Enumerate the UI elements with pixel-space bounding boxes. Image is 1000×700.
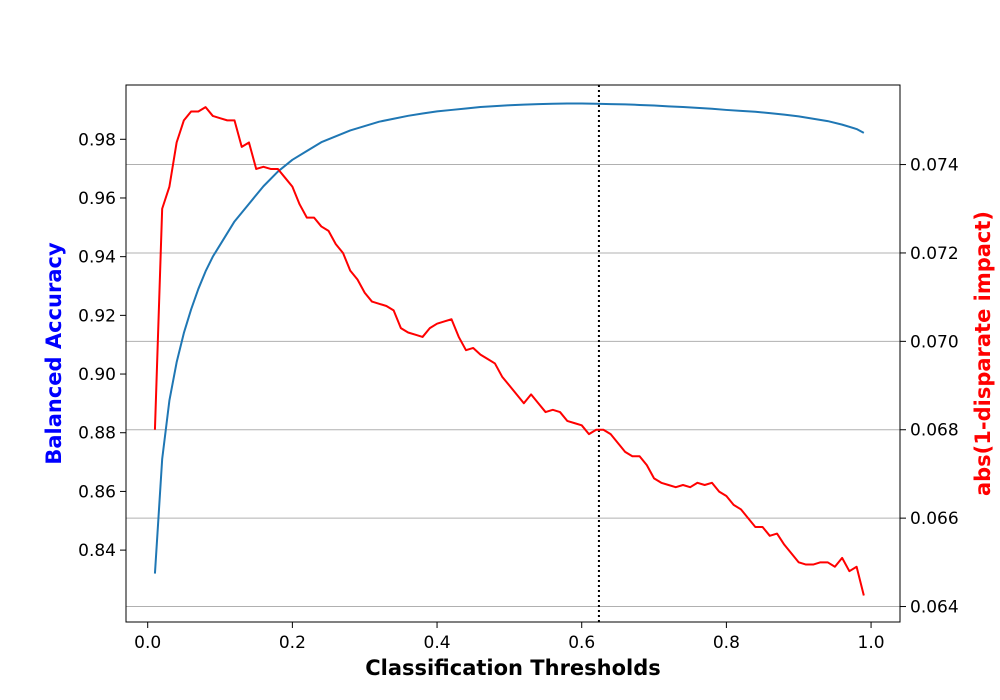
y-left-tick-label: 0.94	[78, 248, 116, 268]
x-tick-label: 0.6	[568, 633, 595, 653]
y-left-tick-label: 0.90	[78, 365, 116, 385]
plot-area	[125, 84, 901, 623]
x-tick-label: 0.4	[424, 633, 451, 653]
y-left-tick-label: 0.98	[78, 130, 116, 150]
x-tick-label: 0.2	[279, 633, 306, 653]
y-left-tick-label: 0.86	[78, 482, 116, 502]
y-axis-right: 0.064 0.066 0.068 0.070 0.072 0.074	[900, 156, 959, 618]
y-left-tick-label: 0.96	[78, 189, 116, 209]
y-axis-left: 0.84 0.86 0.88 0.90 0.92 0.94 0.96 0.98	[78, 130, 126, 561]
series-line-disparate-impact	[153, 106, 865, 596]
y-right-tick-label: 0.064	[910, 598, 959, 618]
y-left-tick-label: 0.84	[78, 541, 116, 561]
y-right-tick-label: 0.072	[910, 244, 959, 264]
x-axis-title: Classification Thresholds	[365, 656, 661, 680]
series-lines	[153, 102, 865, 596]
x-tick-label: 1.0	[858, 633, 885, 653]
y-axis-left-title: Balanced Accuracy	[42, 242, 66, 465]
y-right-tick-label: 0.066	[910, 509, 959, 529]
y-right-tick-label: 0.070	[910, 332, 959, 352]
x-tick-label: 0.0	[134, 633, 161, 653]
series-line-balanced-accuracy	[153, 102, 865, 574]
x-axis: 0.0 0.2 0.4 0.6 0.8 1.0	[134, 622, 885, 653]
x-tick-label: 0.8	[713, 633, 740, 653]
y-left-tick-label: 0.92	[78, 306, 116, 326]
y-right-tick-label: 0.068	[910, 421, 959, 441]
y-right-tick-label: 0.074	[910, 156, 959, 176]
y-axis-right-title: abs(1-disparate impact)	[971, 211, 995, 496]
grid-lines	[126, 164, 900, 608]
y-left-tick-label: 0.88	[78, 424, 116, 444]
